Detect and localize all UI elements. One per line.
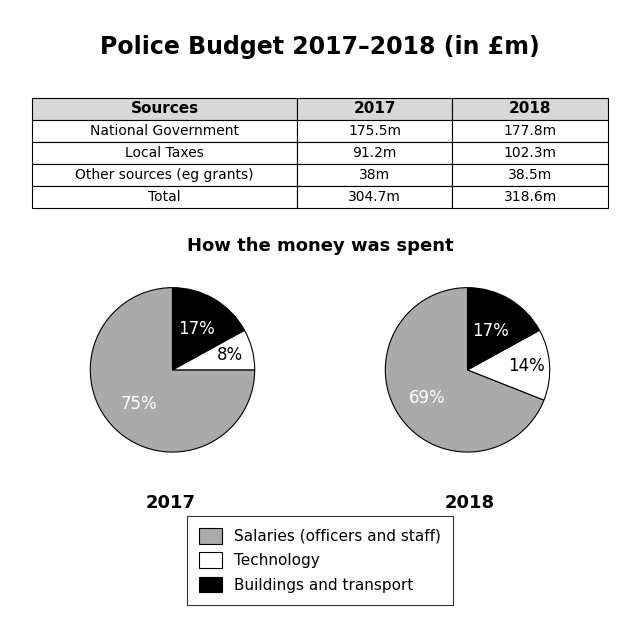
Wedge shape: [173, 330, 255, 370]
Text: 8%: 8%: [217, 346, 243, 364]
Text: 2018: 2018: [445, 494, 495, 512]
Text: 2017: 2017: [145, 494, 195, 512]
Wedge shape: [385, 288, 544, 452]
Text: How the money was spent: How the money was spent: [187, 237, 453, 255]
Wedge shape: [90, 288, 255, 452]
Text: Police Budget 2017–2018 (in £m): Police Budget 2017–2018 (in £m): [100, 35, 540, 59]
Text: 17%: 17%: [179, 320, 215, 338]
Text: 14%: 14%: [508, 357, 545, 375]
Wedge shape: [173, 288, 244, 370]
Wedge shape: [467, 288, 540, 370]
Wedge shape: [467, 330, 550, 400]
Legend: Salaries (officers and staff), Technology, Buildings and transport: Salaries (officers and staff), Technolog…: [187, 516, 453, 605]
Text: 69%: 69%: [408, 389, 445, 407]
Text: 17%: 17%: [472, 322, 509, 340]
Text: 75%: 75%: [120, 394, 157, 412]
